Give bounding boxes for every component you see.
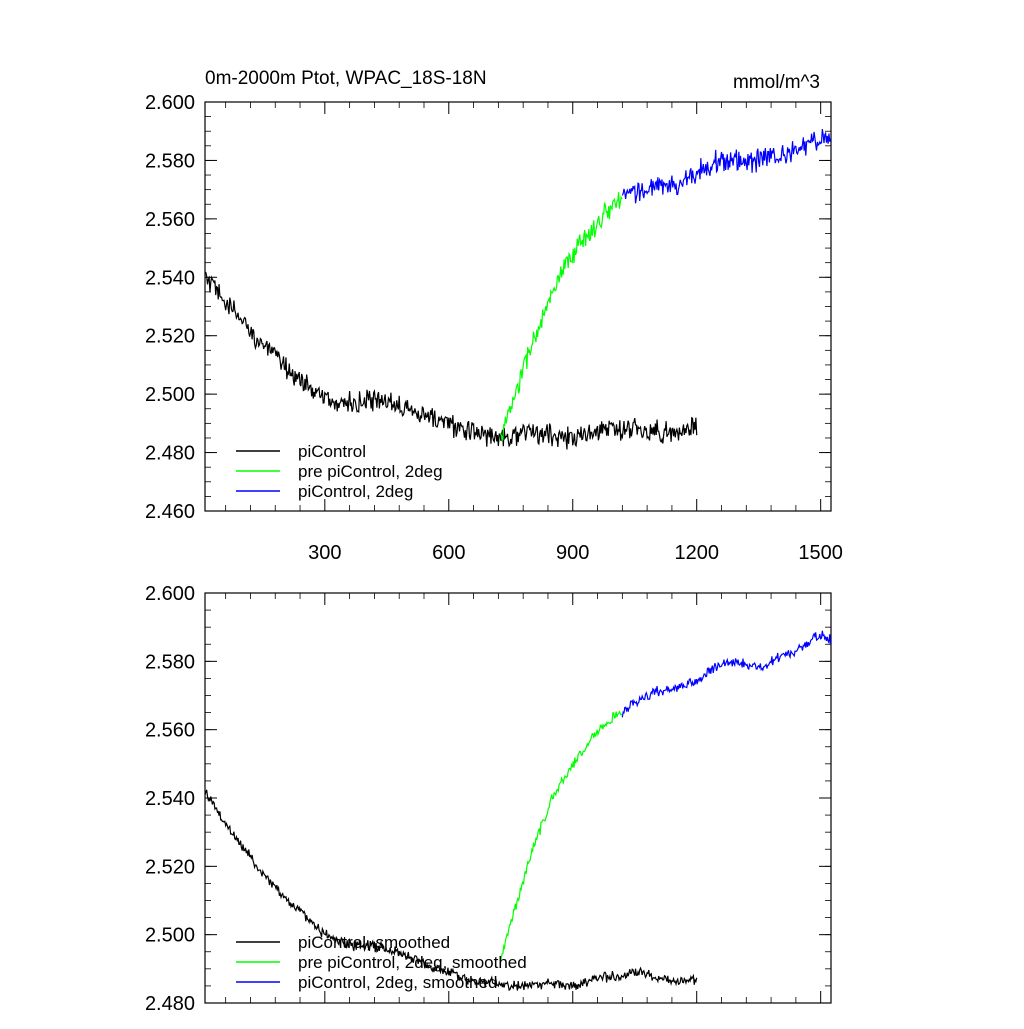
bottom-panel: 2.480 2.500 2.520 2.540 2.560 2.580 2.600 piCon…	[145, 583, 832, 1015]
y-tick-label: 2.600	[145, 92, 195, 114]
x-tick-label: 600	[432, 542, 465, 564]
legend-label-1: pre piControl, 2deg, smoothed	[298, 953, 527, 972]
top-panel: 2.460 2.480 2.500 2.520 2.540 2.560 2.580 2.600…	[145, 68, 843, 564]
y-tick-label: 2.480	[145, 443, 195, 465]
x-tick-label: 900	[556, 542, 589, 564]
chart-title: 0m-2000m Ptot, WPAC_18S-18N	[205, 68, 487, 89]
y-tick-label: 2.580	[145, 651, 195, 673]
series-line-1	[499, 710, 623, 963]
x-tick-label: 1500	[798, 542, 843, 564]
series-line-2	[621, 630, 831, 718]
y-tick-label: 2.540	[145, 267, 195, 289]
y-tick-label: 2.520	[145, 856, 195, 878]
series-line-0	[205, 789, 698, 992]
y-tick-label: 2.560	[145, 209, 195, 231]
series-line-1	[499, 192, 623, 442]
y-tick-label: 2.580	[145, 150, 195, 172]
y-tick-label: 2.500	[145, 925, 195, 947]
legend-label-0: piControl	[298, 442, 366, 461]
legend-label-2: piControl, 2deg	[298, 482, 413, 501]
y-tick-label: 2.500	[145, 384, 195, 406]
y-tick-label: 2.520	[145, 326, 195, 348]
legend-label-0: piControl, smoothed	[298, 933, 450, 952]
y-tick-label: 2.560	[145, 720, 195, 742]
series-line-2	[621, 128, 831, 204]
y-tick-label: 2.600	[145, 583, 195, 605]
y-tick-label: 2.480	[145, 993, 195, 1015]
legend-label-2: piControl, 2deg, smoothed	[298, 973, 497, 992]
x-tick-label: 300	[308, 542, 341, 564]
legend-label-1: pre piControl, 2deg	[298, 462, 443, 481]
y-tick-label: 2.540	[145, 788, 195, 810]
x-tick-label: 1200	[674, 542, 719, 564]
units-label: mmol/m^3	[733, 72, 820, 93]
series-line-0	[205, 271, 698, 450]
y-tick-label: 2.460	[145, 501, 195, 523]
